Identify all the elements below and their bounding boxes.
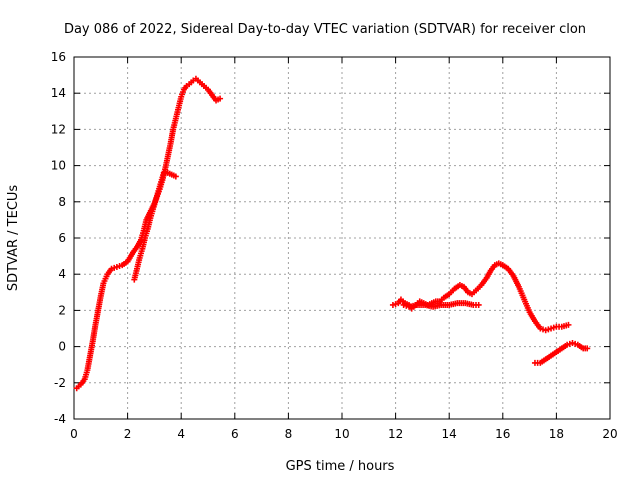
- y-tick-label: 2: [58, 303, 66, 317]
- x-tick-label: 12: [388, 427, 403, 441]
- grid-lines: [74, 57, 610, 419]
- y-tick-label: -4: [54, 412, 66, 426]
- plot-frame: [73, 56, 611, 420]
- y-tick-label: 12: [51, 122, 66, 136]
- data-point: [172, 173, 179, 180]
- x-tick-label: 16: [495, 427, 510, 441]
- y-axis-label: SDTVAR / TECUs: [6, 185, 21, 292]
- y-tick-label: 10: [51, 159, 66, 173]
- data-point: [217, 95, 224, 102]
- y-tick-label: 14: [51, 86, 66, 100]
- data-point: [475, 301, 482, 308]
- x-tick-label: 4: [177, 427, 185, 441]
- x-tick-label: 14: [442, 427, 457, 441]
- x-tick-label: 10: [334, 427, 349, 441]
- data-points: [73, 75, 591, 392]
- chart-title: Day 086 of 2022, Sidereal Day-to-day VTE…: [64, 22, 586, 37]
- x-tick-label: 8: [285, 427, 293, 441]
- data-point: [565, 321, 572, 328]
- y-tick-label: 0: [58, 340, 66, 354]
- y-tick-labels: -4 -2 0 2 4 6 8 10 12 14 16: [51, 50, 66, 426]
- x-tick-label: 0: [70, 427, 78, 441]
- x-tick-label: 6: [231, 427, 239, 441]
- data-point: [584, 345, 591, 352]
- y-tick-label: 8: [58, 195, 66, 209]
- y-tick-label: 4: [58, 267, 66, 281]
- x-tick-label: 18: [549, 427, 564, 441]
- x-tick-labels: 0 2 4 6 8 10 12 14 16 18 20: [70, 427, 617, 441]
- x-axis-label: GPS time / hours: [286, 459, 395, 474]
- y-tick-label: -2: [54, 376, 66, 390]
- y-tick-label: 6: [58, 231, 66, 245]
- x-tick-label: 2: [124, 427, 132, 441]
- x-tick-label: 20: [602, 427, 617, 441]
- y-tick-label: 16: [51, 50, 66, 64]
